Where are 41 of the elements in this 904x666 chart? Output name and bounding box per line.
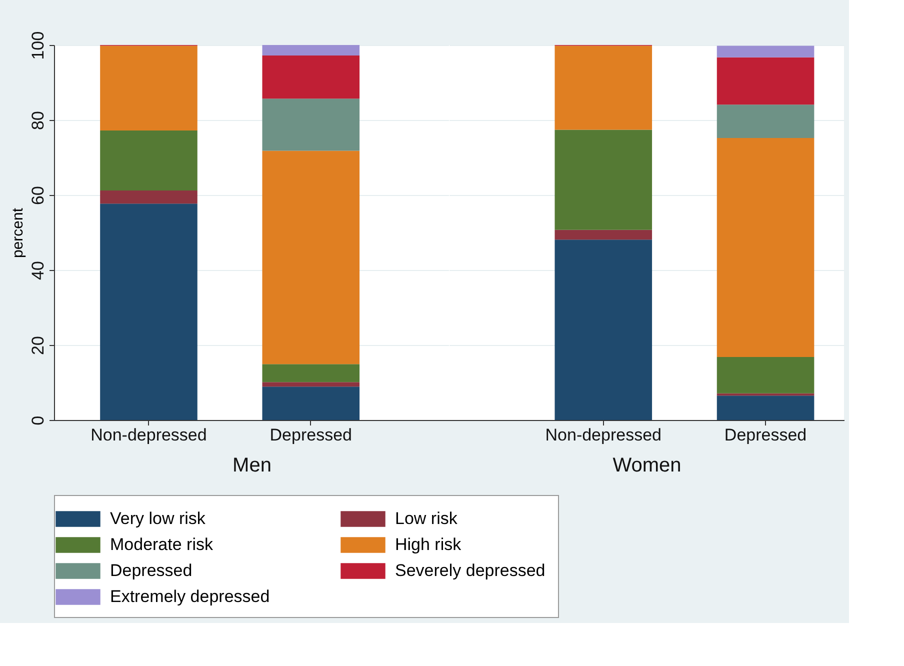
y-tick-label: 0 [28, 416, 48, 426]
legend-label: Severely depressed [395, 561, 546, 580]
y-tick-label: 100 [28, 31, 48, 60]
bar [716, 138, 814, 357]
bar [262, 150, 360, 364]
x-tick-label: Depressed [724, 426, 807, 444]
bar [554, 46, 652, 130]
x-axis-title: Women [612, 454, 682, 476]
legend-label: Very low risk [110, 509, 206, 528]
legend-label: Depressed [110, 561, 192, 580]
bar [716, 357, 814, 394]
bar [262, 382, 360, 387]
bar [100, 204, 198, 420]
bar [554, 240, 652, 420]
bar [262, 98, 360, 151]
y-tick-label: 40 [28, 261, 48, 280]
bar [716, 396, 814, 420]
x-axis-title: Men [232, 454, 272, 476]
bar [716, 104, 814, 138]
y-tick-label: 20 [28, 336, 48, 355]
y-tick-label: 60 [28, 186, 48, 205]
bar [716, 46, 814, 58]
x-tick-label: Non-depressed [545, 426, 662, 444]
bar [716, 57, 814, 105]
bar [262, 45, 360, 56]
bar [262, 364, 360, 382]
bar [262, 56, 360, 99]
bar [100, 130, 198, 190]
bar [100, 46, 198, 130]
y-tick-label: 80 [28, 111, 48, 130]
legend-label: Low risk [395, 509, 458, 528]
legend-label: Moderate risk [110, 535, 214, 554]
legend-label: Extremely depressed [110, 587, 270, 606]
bar [554, 230, 652, 240]
bar [100, 190, 198, 204]
legend-label: High risk [395, 535, 462, 554]
y-axis-title: percent [10, 207, 26, 258]
bar [262, 386, 360, 420]
x-tick-label: Non-depressed [90, 426, 207, 444]
bar [554, 130, 652, 230]
x-tick-label: Depressed [270, 426, 352, 444]
